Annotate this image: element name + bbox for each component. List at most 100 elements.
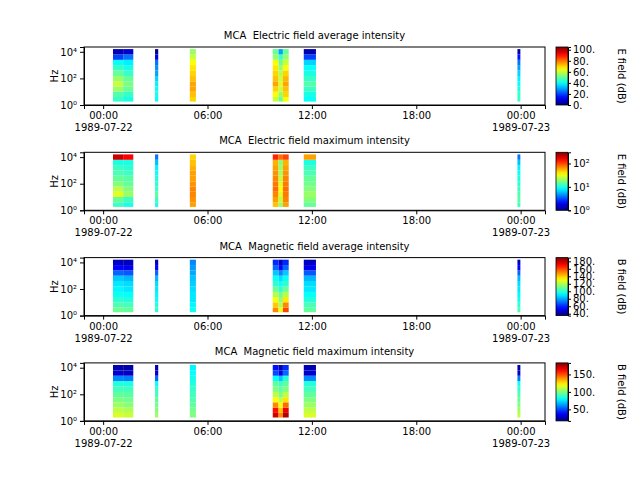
colorbar-axis-line [569, 258, 572, 316]
y-axis-title: Hz [49, 175, 60, 188]
cell [283, 192, 289, 197]
x-tick-label: 18:00 [402, 426, 431, 437]
panel-title: MCA Electric field maximum intensity [219, 135, 410, 146]
cell [517, 308, 520, 313]
cell [517, 97, 520, 102]
cell [123, 86, 133, 91]
cell [273, 408, 279, 413]
y-tick: 10² [60, 73, 84, 84]
colorbar-tick-label: 10¹ [573, 182, 590, 193]
colorbar [556, 258, 568, 316]
colorbar-tick-mark [568, 409, 571, 410]
cell [273, 292, 279, 297]
cell [517, 54, 520, 59]
cell [273, 308, 279, 313]
cell [517, 86, 520, 91]
x-tick-label-line: 1989-07-22 [75, 333, 133, 344]
x-tick-label-line: 06:00 [194, 426, 223, 437]
cell [113, 176, 123, 182]
cell [113, 65, 123, 70]
colorbar-tick-mark [568, 210, 571, 211]
cell [283, 81, 289, 86]
x-tick-mark [208, 105, 209, 109]
cell [190, 276, 196, 281]
colorbar-axis-line [569, 363, 572, 421]
cell [283, 302, 289, 307]
cell [190, 92, 196, 97]
cell [273, 287, 279, 292]
colorbar-tick-mark [568, 61, 571, 62]
cell [279, 70, 283, 76]
cell [273, 392, 279, 397]
y-tick-label: 10⁴ [60, 362, 77, 373]
cell [283, 181, 289, 186]
cell [155, 60, 158, 65]
cell [190, 281, 196, 287]
cell [517, 270, 520, 275]
x-tick: 06:00 [194, 316, 223, 332]
x-axis-line [85, 421, 546, 425]
cell [273, 49, 279, 54]
cell [279, 386, 283, 392]
cell [517, 397, 520, 402]
cell [279, 54, 283, 59]
x-tick-label-line: 06:00 [194, 110, 223, 121]
colorbar-tick-label: 20. [573, 89, 589, 100]
panel: 00:001989-07-2206:0012:0018:0000:001989-… [49, 241, 627, 344]
colorbar-tick-label: 40. [573, 78, 589, 89]
cell [155, 81, 158, 86]
cell [517, 413, 520, 418]
cell [517, 265, 520, 270]
cell [155, 265, 158, 270]
cell [273, 160, 279, 165]
cell [273, 70, 279, 76]
cell [517, 192, 520, 197]
x-axis-line [85, 316, 546, 320]
cell [190, 76, 196, 81]
cell [279, 165, 283, 170]
x-tick: 00:001989-07-23 [492, 210, 550, 238]
cell [279, 413, 283, 418]
cell [113, 70, 123, 76]
cell [190, 70, 196, 76]
cell [517, 49, 520, 54]
cell [113, 60, 123, 65]
colorbar-tick: 20. [568, 89, 589, 100]
colorbar-tick-label: 50. [573, 404, 589, 415]
cell [283, 260, 289, 265]
x-tick-label-line: 00:00 [507, 321, 536, 332]
cell [113, 81, 123, 86]
cell [113, 154, 123, 159]
cell [279, 60, 283, 65]
colorbar-axis: 0.20.40.60.80.100. [568, 44, 595, 110]
cell [190, 154, 196, 159]
x-tick: 18:00 [402, 421, 431, 437]
cell [113, 181, 123, 186]
cell [190, 381, 196, 386]
cell [283, 202, 289, 207]
cell [113, 413, 123, 418]
cell [113, 370, 123, 375]
x-tick-label: 00:001989-07-23 [492, 215, 550, 238]
x-axis: 00:001989-07-2206:0012:0018:0000:001989-… [75, 421, 551, 449]
cell [190, 65, 196, 70]
colorbar [556, 152, 568, 210]
y-tick-mark [80, 105, 84, 106]
cell [279, 276, 283, 281]
cell [123, 376, 133, 381]
cell [304, 97, 316, 102]
y-tick-label: 10⁴ [60, 47, 77, 58]
cell [273, 170, 279, 175]
cell [283, 187, 289, 192]
cell [283, 292, 289, 297]
cell [283, 270, 289, 275]
x-tick-mark [521, 421, 522, 425]
panel-title: MCA Magnetic field maximum intensity [215, 346, 415, 357]
cell [517, 297, 520, 302]
cell [190, 287, 196, 292]
cell [273, 197, 279, 202]
colorbar-tick: 50. [568, 404, 589, 415]
cell [113, 386, 123, 392]
cell [155, 376, 158, 381]
cell [273, 154, 279, 159]
